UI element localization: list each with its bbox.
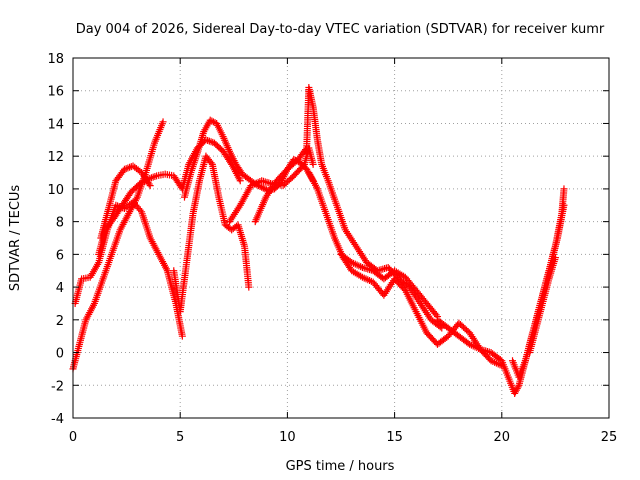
data-series bbox=[226, 144, 317, 226]
x-tick-label: 10 bbox=[279, 430, 296, 445]
data-point bbox=[512, 388, 520, 396]
data-point bbox=[112, 201, 120, 209]
data-series bbox=[170, 152, 253, 316]
y-axis-label: SDTVAR / TECUs bbox=[8, 185, 23, 292]
data-point bbox=[145, 180, 153, 188]
y-tick-label: 6 bbox=[56, 248, 64, 263]
data-point bbox=[511, 389, 519, 397]
data-series bbox=[509, 201, 568, 381]
x-tick-label: 5 bbox=[176, 430, 184, 445]
data-point bbox=[151, 172, 159, 180]
data-point bbox=[127, 163, 135, 171]
data-point bbox=[261, 185, 269, 193]
data-point bbox=[551, 254, 559, 262]
y-tick-label: 10 bbox=[47, 183, 64, 198]
data-point bbox=[560, 201, 568, 209]
data-point bbox=[514, 383, 522, 391]
data-point bbox=[147, 174, 155, 182]
data-point bbox=[432, 311, 440, 319]
chart-title: Day 004 of 2026, Sidereal Day-to-day VTE… bbox=[76, 22, 605, 37]
data-point bbox=[149, 173, 157, 181]
y-tick-label: 18 bbox=[47, 52, 64, 67]
y-tick-label: -2 bbox=[51, 379, 64, 394]
y-tick-label: 14 bbox=[47, 117, 64, 132]
data-point bbox=[259, 184, 267, 192]
data-point bbox=[207, 138, 215, 146]
data-point bbox=[301, 146, 309, 154]
data-series bbox=[71, 198, 186, 340]
data-series bbox=[97, 162, 154, 242]
y-tick-label: 12 bbox=[47, 150, 64, 165]
y-tick-label: 16 bbox=[47, 85, 64, 100]
x-tick-label: 15 bbox=[386, 430, 403, 445]
data-point bbox=[124, 164, 132, 172]
data-point bbox=[159, 118, 167, 126]
data-point bbox=[512, 386, 520, 394]
data-point bbox=[245, 283, 253, 291]
data-point bbox=[560, 185, 568, 193]
x-axis-label: GPS time / hours bbox=[286, 459, 395, 474]
data-point bbox=[204, 136, 212, 144]
data-series bbox=[69, 118, 167, 373]
data-point bbox=[206, 116, 214, 124]
axis-ticks: 0 5 10 15 20 25 -4 -2 0 2 4 6 8 10 12 14 16 18 bbox=[47, 52, 617, 445]
data-point bbox=[178, 332, 186, 340]
data-point bbox=[136, 206, 144, 214]
data-series bbox=[526, 254, 559, 357]
data-point bbox=[236, 177, 244, 185]
data-point bbox=[309, 160, 317, 168]
data-point bbox=[209, 118, 217, 126]
data-point bbox=[258, 183, 266, 191]
y-tick-label: -4 bbox=[51, 412, 64, 427]
data-point bbox=[120, 165, 128, 173]
data-series bbox=[337, 250, 441, 321]
y-tick-label: 8 bbox=[56, 216, 64, 231]
data-point bbox=[208, 117, 216, 125]
data-point bbox=[205, 137, 213, 145]
y-tick-label: 4 bbox=[56, 281, 64, 296]
y-tick-label: 2 bbox=[56, 314, 64, 329]
data-point bbox=[122, 165, 130, 173]
data-point bbox=[207, 159, 215, 167]
data-point bbox=[146, 182, 154, 190]
plot-frame bbox=[72, 57, 610, 419]
data-series bbox=[305, 169, 506, 370]
data-points bbox=[69, 83, 568, 397]
y-tick-label: 0 bbox=[56, 347, 64, 362]
x-tick-label: 0 bbox=[69, 430, 77, 445]
x-tick-label: 25 bbox=[601, 430, 618, 445]
data-series bbox=[251, 83, 446, 332]
x-tick-label: 20 bbox=[494, 430, 511, 445]
data-point bbox=[513, 385, 521, 393]
